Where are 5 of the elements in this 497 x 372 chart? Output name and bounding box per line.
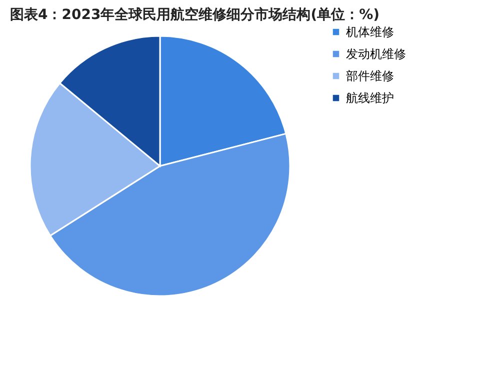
legend-label: 发动机维修 [346,47,406,61]
legend-label: 航线维护 [346,91,394,105]
legend-label: 部件维修 [346,69,394,83]
legend-label: 机体维修 [346,25,394,39]
chart-title: 图表4：2023年全球民用航空维修细分市场结构(单位：%) [10,6,380,23]
